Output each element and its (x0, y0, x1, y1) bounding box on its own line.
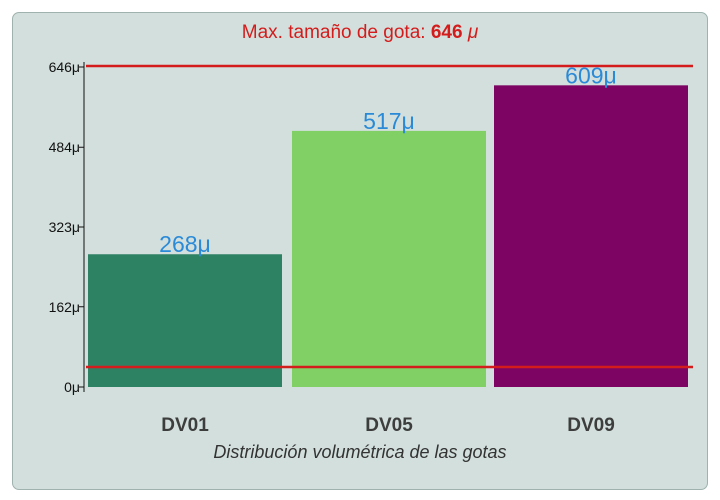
y-tick-label: 162μ (49, 299, 80, 315)
title-prefix: Max. tamaño de gota: (241, 22, 426, 43)
value-label: 268μ (159, 231, 211, 257)
title-unit: μ (467, 22, 479, 43)
category-label: DV01 (161, 415, 209, 436)
bar-dv01 (88, 254, 282, 387)
category-label: DV05 (365, 415, 413, 436)
y-tick-label: 0μ (64, 379, 80, 395)
category-label: DV09 (567, 415, 615, 436)
y-tick-label: 323μ (49, 219, 80, 235)
chart-subtitle: Distribución volumétrica de las gotas (213, 442, 507, 462)
bar-dv05 (292, 130, 486, 387)
y-tick-label: 646μ (49, 59, 80, 75)
chart-title: Max. tamaño de gota: 646 μ (0, 22, 720, 44)
bar-dv09 (494, 85, 688, 387)
title-value: 646 (430, 22, 463, 43)
value-label: 517μ (363, 108, 415, 134)
y-tick-label: 484μ (49, 139, 80, 155)
